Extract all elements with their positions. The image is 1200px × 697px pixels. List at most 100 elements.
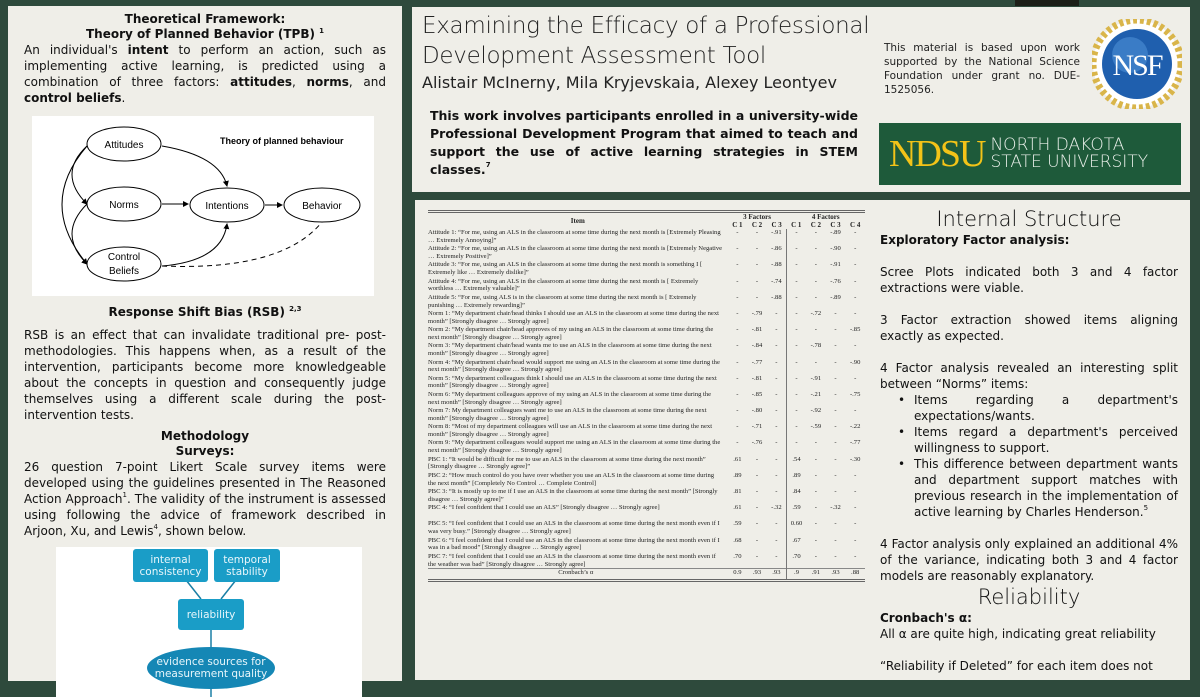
methodology-heading: Methodology	[160, 429, 250, 443]
loading-cell: -	[834, 374, 837, 382]
loading-cell: -	[736, 326, 739, 334]
loading-cell: -	[854, 552, 857, 560]
loading-cell: -	[814, 552, 817, 560]
table-row: Attitude 3: “For me, using an ALS in the…	[428, 261, 865, 278]
loading-cell: -	[785, 261, 807, 278]
table-row: Norm 3: “My department chair/head wants …	[428, 342, 865, 359]
loading-cell: -.30	[849, 455, 861, 463]
item-text: Norm 3: “My department chair/head wants …	[428, 342, 712, 358]
intro-text: This work involves participants enrolled…	[430, 108, 858, 177]
loading-cell: -	[736, 229, 739, 236]
reliability-box: reliability	[178, 599, 244, 630]
loading-cell: -	[785, 407, 807, 424]
loading-cell: -.80	[751, 407, 763, 415]
internal-consistency-box: internal consistency	[133, 549, 208, 582]
cronbach-alpha-cell: .93	[766, 568, 787, 583]
loading-cell: -	[775, 536, 778, 544]
item-column-header: Item	[428, 210, 728, 229]
loading-cell: -.88	[771, 293, 782, 301]
cronbach-label: Cronbach’s α	[428, 568, 728, 583]
loading-cell: -.77	[849, 439, 861, 447]
loading-cell: -	[814, 536, 817, 544]
left-panel: Theoretical Framework: Theory of Planned…	[8, 6, 402, 697]
loading-cell: -.22	[849, 423, 861, 431]
loading-cell: 0.60	[785, 520, 807, 537]
loading-cell: -	[814, 293, 817, 301]
loading-cell: -	[785, 229, 807, 246]
loading-cell: -	[814, 326, 817, 334]
loading-cell: -	[736, 374, 739, 382]
column-header: C 1	[732, 221, 743, 229]
four-factor-text: 4 Factor analysis revealed an interestin…	[880, 361, 1178, 391]
loading-cell: -	[755, 471, 759, 479]
item-text: Norm 1: “My department chair/head thinks…	[428, 309, 719, 325]
loading-cell: -	[785, 277, 807, 294]
loading-cell: .68	[733, 536, 742, 544]
loading-cell: -.81	[751, 326, 763, 334]
internal-structure-heading: Internal Structure	[936, 207, 1122, 231]
svg-text:NSF: NSF	[1112, 49, 1162, 82]
loading-cell: -	[834, 342, 837, 350]
reliability-heading: Reliability	[977, 585, 1081, 609]
loading-cell: -	[775, 488, 778, 495]
top-bar	[1015, 0, 1079, 6]
loading-cell: -.75	[849, 390, 861, 398]
loading-cell: -	[736, 309, 739, 317]
table-row: PBC 1: “It would be difficult for me to …	[428, 455, 865, 472]
item-text: Norm 2: “My department chair/head approv…	[428, 326, 714, 341]
table-row: Norm 4: “My department chair/head would …	[428, 358, 865, 375]
title-panel: Examining the Efficacy of a Professional…	[412, 7, 1190, 192]
ndsu-logo: NDSU NORTH DAKOTA STATE UNIVERSITY	[879, 123, 1181, 185]
loading-cell: -	[854, 277, 857, 285]
loading-cell: -	[775, 423, 778, 431]
loading-cell: -	[834, 439, 837, 447]
column-header: C 1	[791, 221, 802, 229]
table-row: PBC 3: “It is mostly up to me if I use a…	[428, 488, 865, 505]
loading-cell: -.79	[751, 309, 763, 317]
loading-cell: -	[854, 536, 857, 544]
cronbach-alpha-cell: .93	[825, 568, 846, 583]
loading-cell: -	[834, 471, 837, 479]
loading-cell: .61	[733, 504, 742, 512]
loading-cell: -	[736, 407, 739, 415]
cronbach-alpha-cell: .9	[785, 568, 807, 583]
table-row: Norm 9: “My department colleagues would …	[428, 439, 865, 456]
table-row: PBC 2: “How much control do you have ove…	[428, 471, 865, 488]
loading-cell: -.86	[771, 245, 782, 253]
loading-cell: .70	[785, 552, 807, 569]
table-row: Attitude 4: “For me, using an ALS in the…	[428, 277, 865, 294]
svg-text:Norms: Norms	[109, 200, 138, 211]
surveys-heading: Surveys:	[175, 444, 235, 458]
item-text: Attitude 1: “For me, using an ALS in the…	[428, 229, 721, 244]
loading-cell: -	[785, 309, 807, 327]
table-row: Norm 1: “My department chair/head thinks…	[428, 309, 865, 327]
loading-cell: -	[785, 245, 807, 262]
table-row: Norm 5: “My department colleagues think …	[428, 374, 865, 391]
efa-heading: Exploratory Factor analysis:	[880, 233, 1070, 247]
loading-cell: -.72	[810, 309, 822, 317]
svg-text:Beliefs: Beliefs	[109, 266, 139, 277]
loading-cell: -	[755, 488, 759, 495]
loading-cell: -	[755, 293, 759, 301]
loading-cell: -	[814, 488, 817, 495]
loading-cell: -	[834, 358, 837, 366]
loading-cell: -	[854, 309, 857, 317]
item-text: PBC 3: “It is mostly up to me if I use a…	[428, 488, 718, 503]
loading-cell: -.71	[751, 423, 763, 431]
norms-split-list: Items regarding a department's expectati…	[894, 392, 1178, 520]
loading-cell: -	[785, 342, 807, 359]
loading-cell: -	[755, 277, 759, 285]
loading-cell: -	[775, 374, 778, 382]
loading-cell: -	[854, 504, 857, 512]
loading-cell: -.77	[751, 358, 763, 366]
loading-cell: -	[775, 309, 778, 317]
tpb-heading: Theoretical Framework:	[124, 12, 286, 26]
factor-loadings-table: Item 3 Factors 4 Factors C 1 C 2 C 3 C 1 C 2 C …	[428, 210, 865, 583]
loading-cell: .81	[733, 488, 742, 495]
loading-cell: -	[736, 261, 739, 269]
table-row: PBC 5: “I feel confident that I could us…	[428, 520, 865, 537]
loading-cell: -	[814, 520, 817, 528]
loading-cell: .89	[733, 471, 742, 479]
loading-cell: -	[736, 342, 739, 350]
loading-cell: -	[755, 455, 759, 463]
